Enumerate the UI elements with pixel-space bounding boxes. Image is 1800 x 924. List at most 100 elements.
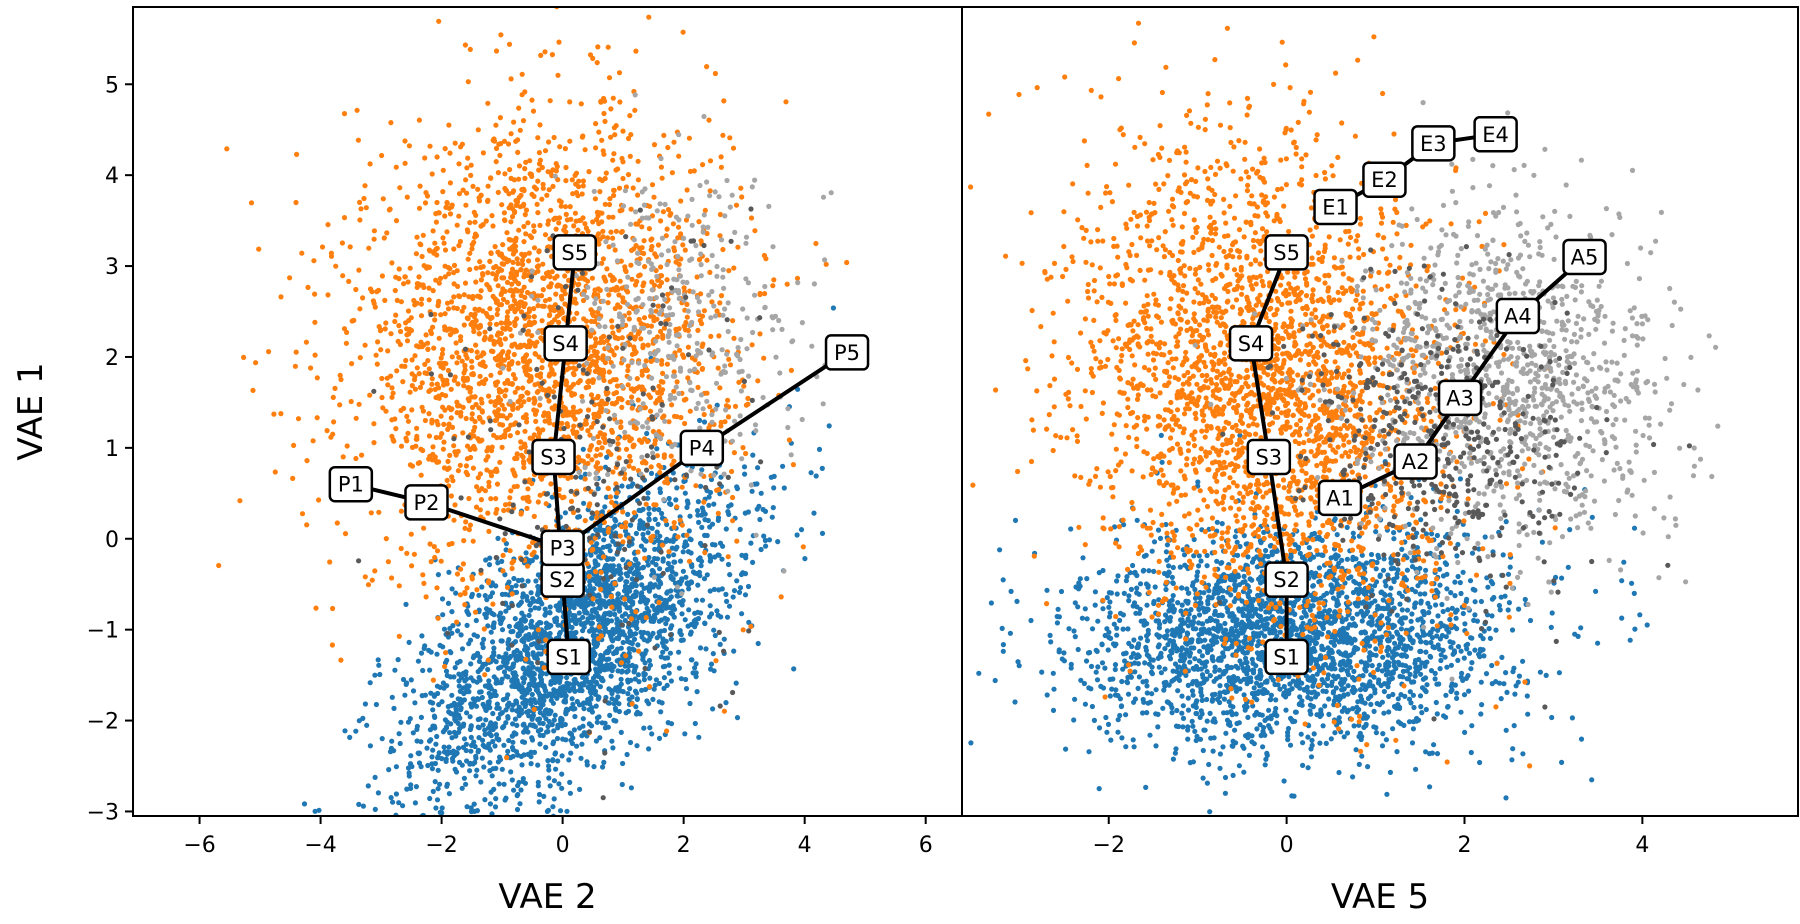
- scatter-point: [468, 701, 474, 707]
- scatter-point: [660, 387, 666, 393]
- scatter-point: [668, 721, 675, 727]
- scatter-point: [482, 329, 488, 335]
- scatter-point: [741, 383, 747, 389]
- scatter-point: [521, 364, 527, 370]
- scatter-point: [456, 712, 462, 718]
- scatter-point: [485, 197, 491, 203]
- scatter-point: [676, 665, 683, 671]
- scatter-point: [590, 601, 596, 607]
- scatter-point: [612, 705, 619, 712]
- scatter-point: [557, 144, 563, 150]
- scatter-point: [470, 295, 476, 301]
- scatter-point: [554, 273, 560, 279]
- scatter-point: [493, 496, 499, 502]
- scatter-point: [465, 609, 471, 616]
- scatter-point: [447, 674, 454, 680]
- scatter-point: [581, 500, 587, 506]
- scatter-point: [826, 423, 832, 429]
- scatter-point: [640, 564, 647, 570]
- scatter-point: [447, 332, 453, 338]
- scatter-point: [617, 566, 623, 572]
- scatter-point: [432, 554, 438, 561]
- scatter-point: [607, 548, 613, 554]
- scatter-point: [654, 334, 661, 340]
- scatter-point: [551, 216, 557, 222]
- scatter-point: [608, 229, 614, 235]
- scatter-point: [719, 556, 725, 562]
- scatter-point: [500, 242, 506, 248]
- scatter-point: [418, 650, 425, 656]
- scatter-point: [643, 600, 649, 607]
- scatter-point: [372, 568, 378, 574]
- scatter-point: [514, 708, 520, 714]
- scatter-point: [394, 368, 400, 374]
- scatter-point: [655, 303, 661, 309]
- scatter-point: [791, 666, 797, 672]
- scatter-point: [668, 573, 674, 580]
- scatter-point: [443, 668, 450, 674]
- scatter-point: [644, 430, 650, 437]
- scatter-point: [448, 386, 454, 392]
- scatter-point: [550, 804, 556, 810]
- scatter-point: [524, 331, 530, 337]
- scatter-point: [568, 216, 574, 222]
- scatter-point: [589, 626, 595, 632]
- scatter-point: [509, 777, 515, 783]
- scatter-point: [737, 526, 743, 533]
- scatter-point: [458, 632, 464, 638]
- scatter-point: [449, 609, 455, 615]
- scatter-point: [474, 767, 480, 773]
- scatter-point: [518, 342, 524, 348]
- scatter-point: [580, 183, 586, 189]
- scatter-point: [510, 119, 517, 125]
- scatter-point: [468, 748, 474, 754]
- scatter-point: [529, 340, 535, 346]
- scatter-point: [531, 306, 537, 312]
- scatter-point: [330, 605, 336, 612]
- scatter-point: [800, 544, 806, 550]
- scatter-point: [562, 697, 568, 703]
- scatter-point: [463, 463, 469, 469]
- scatter-point: [693, 483, 699, 489]
- scatter-point: [429, 171, 435, 177]
- scatter-point: [622, 596, 628, 602]
- scatter-point: [501, 742, 507, 748]
- scatter-point: [638, 336, 644, 342]
- scatter-point: [493, 299, 499, 306]
- scatter-point: [539, 365, 545, 371]
- scatter-point: [427, 541, 433, 547]
- scatter-point: [453, 733, 459, 739]
- scatter-point: [582, 471, 588, 477]
- scatter-point: [611, 717, 617, 724]
- scatter-point: [596, 129, 602, 135]
- scatter-point: [589, 424, 595, 430]
- scatter-point: [524, 371, 530, 378]
- scatter-point: [543, 637, 549, 643]
- scatter-point: [525, 486, 531, 492]
- scatter-point: [474, 484, 480, 490]
- scatter-point: [474, 349, 480, 355]
- scatter-point: [663, 605, 669, 611]
- scatter-point: [460, 830, 465, 835]
- scatter-point: [433, 246, 439, 252]
- scatter-point: [656, 599, 662, 606]
- scatter-point: [565, 475, 571, 481]
- scatter-point: [685, 344, 692, 350]
- scatter-point: [596, 592, 602, 598]
- scatter-point: [547, 708, 553, 714]
- scatter-point: [553, 291, 559, 297]
- scatter-point: [458, 144, 464, 150]
- scatter-point: [625, 605, 631, 611]
- scatter-point: [521, 679, 527, 686]
- scatter-point: [727, 362, 734, 368]
- scatter-point: [562, 146, 569, 152]
- scatter-point: [562, 510, 569, 516]
- scatter-point: [528, 761, 534, 767]
- scatter-point: [536, 605, 542, 611]
- scatter-point: [442, 311, 448, 317]
- scatter-point: [619, 524, 625, 530]
- scatter-point: [534, 408, 540, 414]
- scatter-point: [610, 469, 616, 475]
- scatter-point: [458, 337, 464, 343]
- scatter-point: [550, 389, 557, 395]
